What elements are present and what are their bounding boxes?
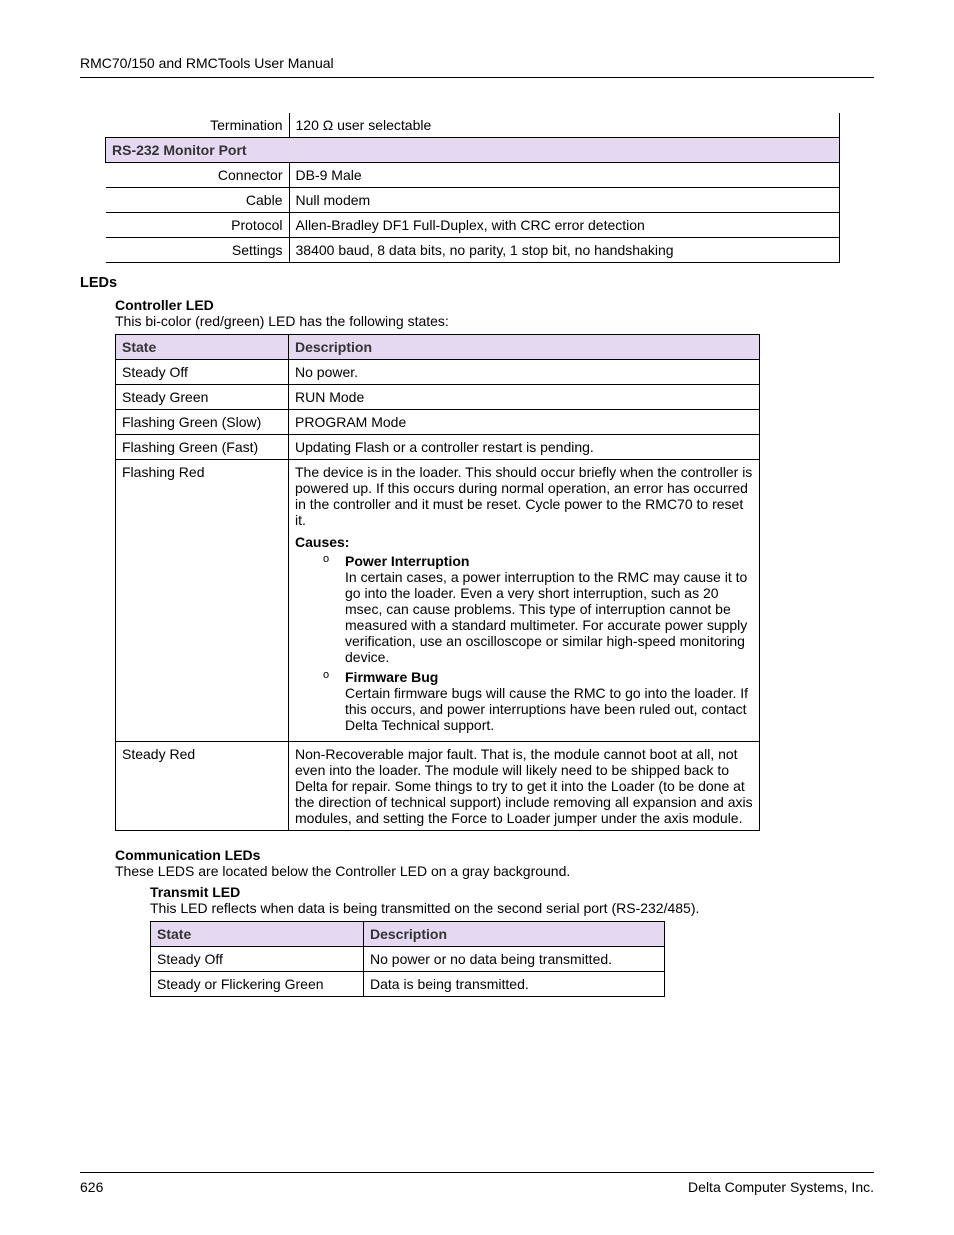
controller-led-block: Controller LED This bi-color (red/green)… — [115, 297, 874, 831]
comm-leds-desc: These LEDS are located below the Control… — [115, 863, 874, 879]
page: RMC70/150 and RMCTools User Manual Termi… — [0, 0, 954, 1235]
table-row: Protocol Allen-Bradley DF1 Full-Duplex, … — [106, 213, 840, 238]
table-row: Connector DB-9 Male — [106, 163, 840, 188]
table-header-row: State Description — [151, 922, 665, 947]
controller-led-table: State Description Steady Off No power. S… — [115, 334, 760, 831]
table-row: Steady Green RUN Mode — [116, 385, 760, 410]
state-cell: Flashing Red — [116, 460, 289, 742]
transmit-led-desc: This LED reflects when data is being tra… — [150, 900, 874, 916]
desc-cell: PROGRAM Mode — [289, 410, 760, 435]
list-item: Power Interruption In certain cases, a p… — [317, 553, 753, 665]
cause-title: Power Interruption — [345, 553, 469, 569]
state-cell: Steady Red — [116, 742, 289, 831]
desc-cell: No power. — [289, 360, 760, 385]
causes-label: Causes: — [295, 534, 753, 550]
transmit-led-title: Transmit LED — [150, 884, 874, 900]
controller-led-desc: This bi-color (red/green) LED has the fo… — [115, 313, 874, 329]
controller-led-title: Controller LED — [115, 297, 874, 313]
table-row: Flashing Green (Fast) Updating Flash or … — [116, 435, 760, 460]
spec-key: Cable — [106, 188, 290, 213]
state-cell: Steady Off — [116, 360, 289, 385]
spec-val: Allen-Bradley DF1 Full-Duplex, with CRC … — [289, 213, 840, 238]
desc-cell: No power or no data being transmitted. — [364, 947, 665, 972]
section-row: RS-232 Monitor Port — [106, 138, 840, 163]
table-row: Termination 120 Ω user selectable — [106, 113, 840, 138]
spec-key: Protocol — [106, 213, 290, 238]
comm-leds-title: Communication LEDs — [115, 847, 874, 863]
state-cell: Steady or Flickering Green — [151, 972, 364, 997]
desc-cell: Data is being transmitted. — [364, 972, 665, 997]
table-row: Steady Off No power. — [116, 360, 760, 385]
spec-val: DB-9 Male — [289, 163, 840, 188]
page-number: 626 — [80, 1179, 103, 1195]
table-row: Steady Red Non-Recoverable major fault. … — [116, 742, 760, 831]
col-desc: Description — [364, 922, 665, 947]
spec-val: Null modem — [289, 188, 840, 213]
desc-cell: Updating Flash or a controller restart i… — [289, 435, 760, 460]
col-state: State — [151, 922, 364, 947]
header-rule — [80, 77, 874, 78]
footer-rule — [80, 1172, 874, 1173]
transmit-led-block: Transmit LED This LED reflects when data… — [150, 884, 874, 997]
comm-leds-block: Communication LEDs These LEDS are locate… — [115, 847, 874, 879]
spec-key: Settings — [106, 238, 290, 263]
state-cell: Steady Green — [116, 385, 289, 410]
table-row: Steady Off No power or no data being tra… — [151, 947, 665, 972]
spec-key: Connector — [106, 163, 290, 188]
col-desc: Description — [289, 335, 760, 360]
footer: 626 Delta Computer Systems, Inc. — [80, 1172, 874, 1195]
flashing-red-intro: The device is in the loader. This should… — [295, 464, 752, 528]
table-header-row: State Description — [116, 335, 760, 360]
table-row: Settings 38400 baud, 8 data bits, no par… — [106, 238, 840, 263]
spec-key: Termination — [106, 113, 290, 138]
leds-heading: LEDs — [80, 275, 874, 291]
state-cell: Steady Off — [151, 947, 364, 972]
table-row: Flashing Red The device is in the loader… — [116, 460, 760, 742]
spec-table: Termination 120 Ω user selectable RS-232… — [105, 113, 840, 263]
desc-cell: RUN Mode — [289, 385, 760, 410]
state-cell: Flashing Green (Fast) — [116, 435, 289, 460]
section-header: RS-232 Monitor Port — [106, 138, 840, 163]
spec-val: 38400 baud, 8 data bits, no parity, 1 st… — [289, 238, 840, 263]
table-row: Flashing Green (Slow) PROGRAM Mode — [116, 410, 760, 435]
cause-title: Firmware Bug — [345, 669, 438, 685]
cause-body: In certain cases, a power interruption t… — [345, 569, 747, 665]
desc-cell: Non-Recoverable major fault. That is, th… — [289, 742, 760, 831]
desc-cell: The device is in the loader. This should… — [289, 460, 760, 742]
list-item: Firmware Bug Certain firmware bugs will … — [317, 669, 753, 733]
cause-body: Certain firmware bugs will cause the RMC… — [345, 685, 748, 733]
table-row: Steady or Flickering Green Data is being… — [151, 972, 665, 997]
col-state: State — [116, 335, 289, 360]
footer-company: Delta Computer Systems, Inc. — [688, 1179, 874, 1195]
causes-list: Power Interruption In certain cases, a p… — [295, 553, 753, 733]
table-row: Cable Null modem — [106, 188, 840, 213]
state-cell: Flashing Green (Slow) — [116, 410, 289, 435]
transmit-led-table: State Description Steady Off No power or… — [150, 921, 665, 997]
header-title: RMC70/150 and RMCTools User Manual — [80, 55, 874, 71]
spec-val: 120 Ω user selectable — [289, 113, 840, 138]
